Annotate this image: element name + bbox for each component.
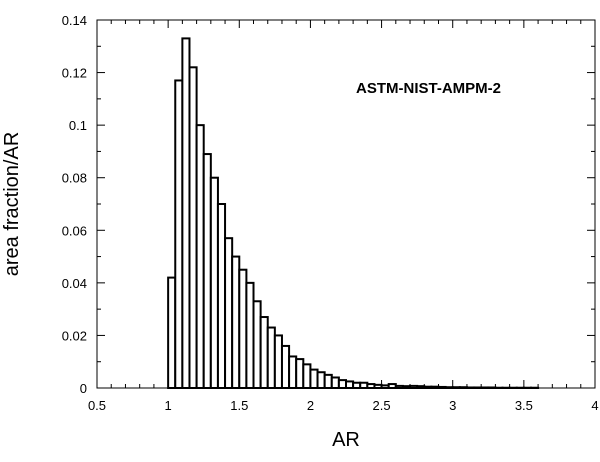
chart-annotation: ASTM-NIST-AMPM-2	[356, 80, 501, 97]
histogram-bar	[245, 281, 255, 389]
y-axis-label: area fraction/AR	[1, 132, 23, 277]
y-tick-label: 0.06	[62, 223, 87, 238]
histogram-bar	[288, 355, 298, 389]
y-tick-labels: 0 0.02 0.04 0.06 0.08 0.1 0.12 0.14	[62, 13, 87, 396]
x-tick-label: 2	[307, 398, 314, 413]
x-tick-label: 1.5	[230, 398, 248, 413]
histogram-bar	[266, 326, 276, 390]
histogram-bar	[259, 316, 269, 389]
y-tick-label: 0.04	[62, 276, 87, 291]
histogram-bar	[352, 381, 362, 389]
histogram-bar	[209, 176, 219, 389]
histogram-bar	[188, 66, 198, 389]
x-tick-label: 2.5	[373, 398, 391, 413]
histogram-bar	[273, 334, 283, 389]
histogram-bar	[280, 344, 291, 390]
y-tick-label: 0	[80, 381, 87, 396]
x-tick-label: 1	[165, 398, 172, 413]
x-tick-label: 3.5	[515, 398, 533, 413]
histogram-bar	[366, 383, 376, 389]
histogram-bar	[216, 203, 227, 389]
y-tick-label: 0.14	[62, 13, 87, 28]
y-tick-label: 0.1	[69, 118, 87, 133]
histogram-bar	[330, 376, 340, 389]
histogram-bar	[345, 380, 355, 389]
y-tick-label: 0.08	[62, 171, 87, 186]
histogram-bar	[302, 363, 312, 389]
x-tick-label: 0.5	[88, 398, 106, 413]
histogram-bar	[238, 268, 248, 389]
x-axis-label: AR	[332, 429, 360, 451]
histogram-bar	[231, 255, 241, 389]
histogram-bar	[224, 237, 234, 389]
histogram-bar	[323, 373, 333, 389]
x-tick-labels: 0.5 1 1.5 2 2.5 3 3.5 4	[88, 398, 599, 413]
axis-ticks	[96, 19, 596, 389]
histogram-bar	[202, 153, 212, 389]
x-tick-label: 3	[449, 398, 456, 413]
histogram-bar	[295, 358, 305, 389]
histogram-bar	[195, 124, 205, 389]
histogram-bar	[181, 37, 191, 390]
histogram-bar	[387, 383, 397, 389]
histogram-bar	[359, 381, 369, 389]
histogram-bar	[252, 300, 262, 390]
histogram-bar	[174, 79, 184, 390]
x-tick-label: 4	[591, 398, 598, 413]
histogram-bar	[309, 368, 319, 390]
plot-frame	[96, 19, 596, 389]
y-tick-label: 0.02	[62, 328, 87, 343]
histogram-bar	[337, 379, 348, 389]
histogram-bar	[316, 371, 326, 390]
histogram-bars	[167, 37, 540, 390]
histogram-bar	[167, 276, 177, 390]
y-tick-label: 0.12	[62, 66, 87, 81]
